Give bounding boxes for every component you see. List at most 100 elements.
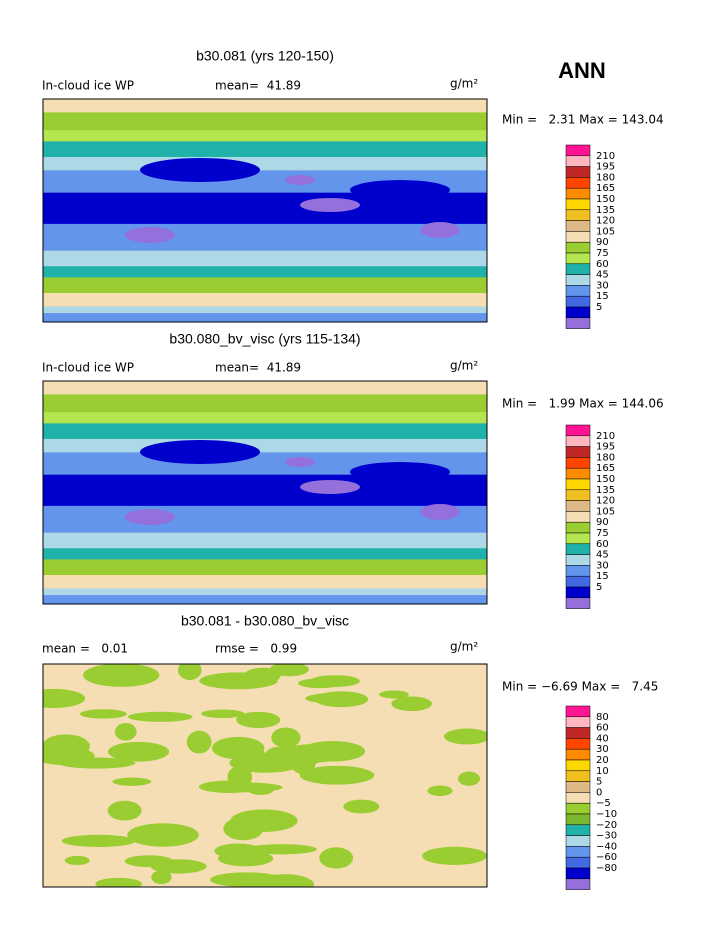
map-blob: [211, 736, 265, 760]
left-text: In-cloud ice WP: [42, 361, 134, 375]
min-max: Min = 1.99 Max = 144.06: [502, 397, 664, 411]
map-blob: [151, 870, 172, 885]
colorbar-box: [565, 521, 591, 534]
map-blob: [420, 504, 460, 520]
map-band: [43, 438, 487, 454]
season-label: ANN: [558, 58, 606, 83]
units: g/m²: [450, 359, 478, 373]
middle-text: rmse = 0.99: [215, 642, 297, 656]
min-max: Min = −6.69 Max = 7.45: [502, 680, 658, 694]
map-blob: [420, 222, 460, 238]
map-blob: [305, 693, 366, 704]
colorbar-label: −10: [596, 809, 617, 820]
middle-text: mean= 41.89: [215, 361, 301, 375]
colorbar-label: 60: [596, 259, 609, 270]
map-blob: [300, 741, 366, 762]
map-band: [43, 112, 487, 132]
left-text: In-cloud ice WP: [42, 79, 134, 93]
colorbar-box: [565, 532, 591, 545]
min-max: Min = 2.31 Max = 143.04: [502, 113, 664, 127]
map-blob: [61, 834, 136, 848]
colorbar-label: 60: [596, 539, 609, 550]
colorbar-box: [565, 856, 591, 869]
colorbar-label: 120: [596, 216, 615, 227]
colorbar-box: [565, 274, 591, 286]
colorbar-box: [565, 511, 591, 523]
map-blob: [105, 668, 131, 677]
map-blob: [177, 664, 202, 681]
map-blob: [125, 509, 175, 525]
map-band: [43, 588, 487, 597]
colorbar-box: [565, 727, 591, 739]
colorbar-label: 75: [596, 248, 609, 259]
map-blob: [79, 709, 127, 719]
map-blob: [427, 785, 453, 797]
colorbar-label: 60: [596, 723, 609, 734]
colorbar-box: [565, 813, 591, 826]
map-blob: [319, 847, 354, 869]
colorbar-label: 180: [596, 172, 615, 183]
map-blob: [391, 696, 432, 712]
map-band: [43, 293, 487, 308]
panel-title: b30.081 - b30.080_bv_visc: [181, 613, 349, 629]
colorbar-box: [565, 424, 591, 437]
map-blob: [457, 771, 481, 786]
map: [42, 663, 488, 888]
map-band: [43, 266, 487, 279]
colorbar-box: [565, 565, 591, 577]
colorbar-box: [565, 543, 591, 555]
colorbar-box: [565, 500, 591, 512]
map-blob: [95, 877, 143, 887]
colorbar-box: [565, 306, 591, 319]
map-band: [43, 423, 487, 440]
map-blob: [236, 711, 281, 728]
map-blob: [114, 722, 137, 741]
colorbar-label: −20: [596, 820, 617, 831]
map-band: [43, 559, 487, 577]
map-blob: [300, 198, 360, 212]
colorbar-label: 10: [596, 766, 609, 777]
colorbar-box: [565, 597, 591, 609]
colorbar-label: 75: [596, 528, 609, 539]
colorbar-label: 195: [596, 162, 615, 173]
colorbar-label: 90: [596, 517, 609, 528]
colorbar-label: 105: [596, 506, 615, 517]
map-blob: [43, 734, 90, 759]
map-blob: [217, 850, 274, 867]
colorbar-label: 80: [596, 712, 609, 723]
map-blob: [112, 777, 152, 786]
map-blob: [299, 765, 375, 785]
colorbar-label: −5: [596, 798, 611, 809]
colorbar-label: 40: [596, 733, 609, 744]
colorbar-label: −30: [596, 831, 617, 842]
colorbar-label: 105: [596, 226, 615, 237]
map-blob: [229, 753, 303, 773]
map-blob: [422, 846, 487, 865]
colorbar-label: 45: [596, 550, 609, 561]
colorbar-box: [565, 705, 591, 718]
panel-title: b30.080_bv_visc (yrs 115-134): [169, 331, 360, 347]
colorbar-label: 30: [596, 280, 609, 291]
map-band: [43, 505, 487, 534]
colorbar-box: [565, 220, 591, 232]
colorbar-box: [565, 144, 591, 157]
map-blob: [300, 480, 360, 494]
colorbar-box: [565, 489, 591, 501]
map-band: [43, 277, 487, 295]
map-blob: [140, 440, 260, 464]
map-blob: [127, 823, 199, 847]
map-band: [43, 381, 487, 396]
colorbar-box: [565, 231, 591, 243]
colorbar-box: [565, 835, 591, 847]
map-band: [43, 250, 487, 268]
map-blob: [230, 809, 298, 833]
map-blob: [350, 180, 450, 200]
colorbar-box: [565, 317, 591, 329]
map-blob: [107, 741, 170, 762]
colorbar-label: 0: [596, 787, 602, 798]
colorbar-label: 180: [596, 452, 615, 463]
left-text: mean = 0.01: [42, 642, 128, 656]
map-blob: [199, 672, 278, 690]
colorbar-label: 5: [596, 582, 602, 593]
map-blob: [246, 844, 317, 855]
